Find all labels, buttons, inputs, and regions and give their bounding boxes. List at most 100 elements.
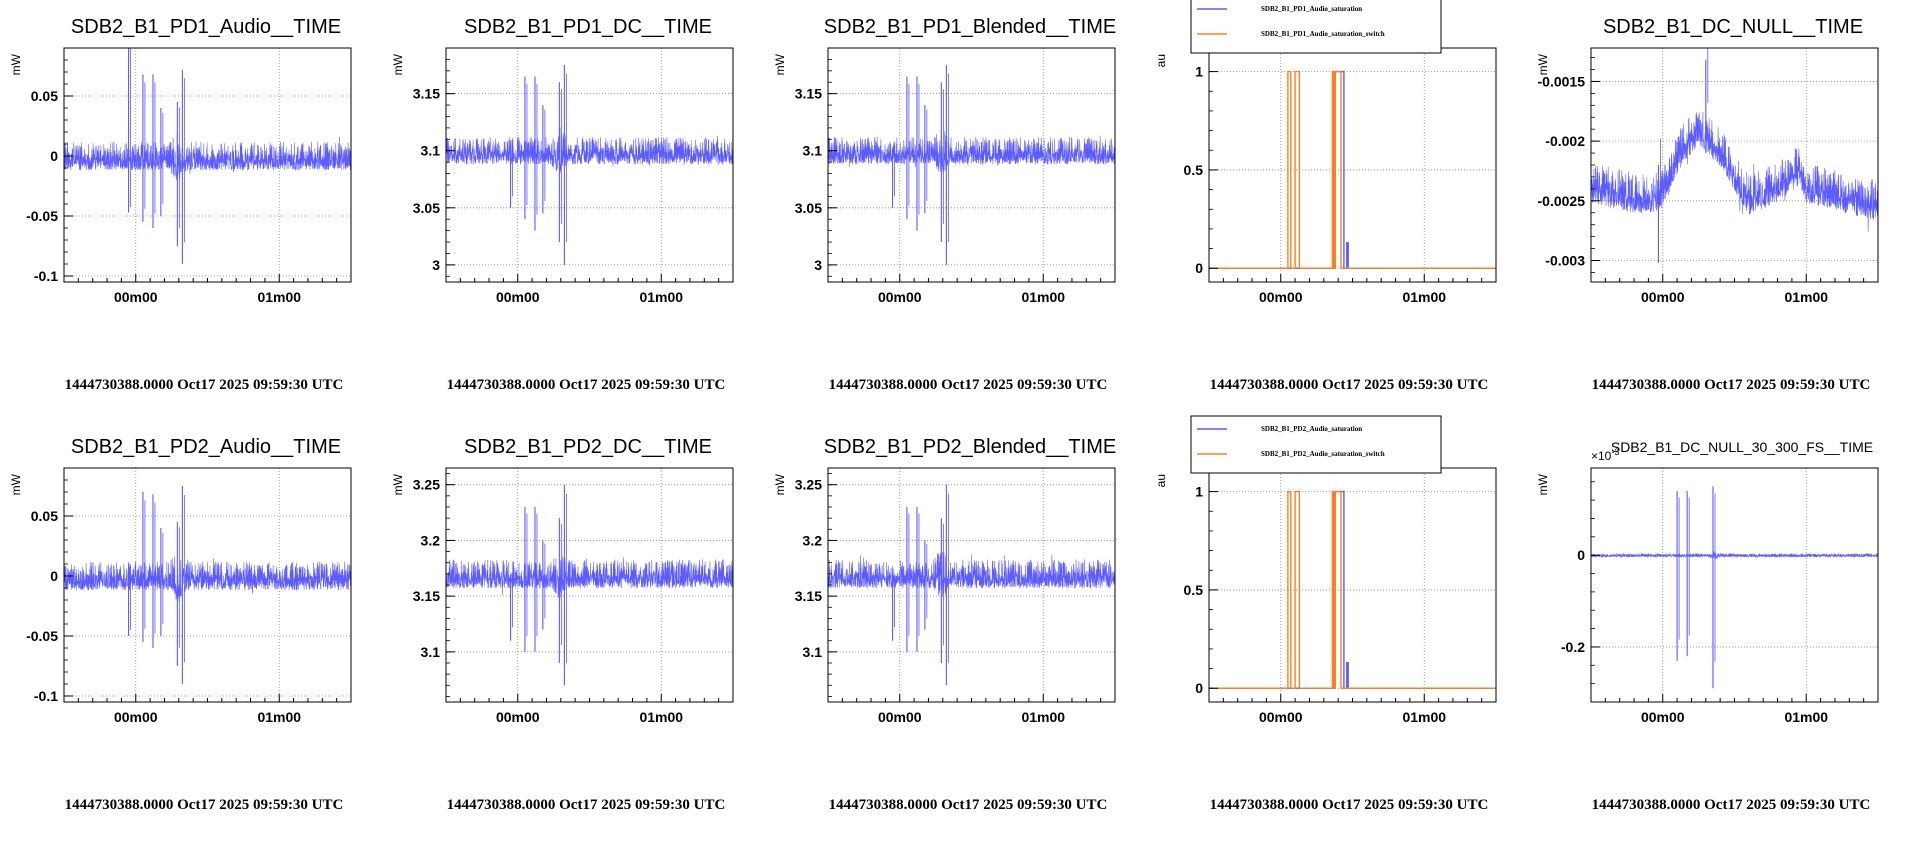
timestamp-footer: 1444730388.0000 Oct17 2025 09:59:30 UTC [829, 377, 1108, 393]
plot-frame [1208, 47, 1497, 283]
plot-frame [445, 47, 734, 283]
x-tick-label: 01m00 [1784, 289, 1828, 305]
chart-panel-p4: au 1 0.5 0 00m00 01m00 SDB2_B1_PD1_Audio_satur… [1145, 0, 1526, 420]
x-tick-label: 00m00 [496, 709, 540, 725]
y-tick-label: 3 [814, 257, 822, 273]
legend-box [1190, 415, 1442, 474]
series-group [1591, 48, 1878, 263]
x-tick-label: 00m00 [878, 709, 922, 725]
chart-panel-p8: SDB2_B1_PD2_Blended__TIME mW 3.25 3.2 3.15 3.… [764, 420, 1145, 840]
x-tick-label: 00m00 [114, 709, 158, 725]
y-tick-label: -0.05 [26, 208, 58, 224]
timestamp-footer: 1444730388.0000 Oct17 2025 09:59:30 UTC [1210, 377, 1489, 393]
plot-frame [1208, 467, 1497, 703]
y-tick-label: -0.002 [1545, 133, 1585, 149]
series-line-2 [1209, 70, 1496, 269]
x-tick-label: 01m00 [1021, 289, 1065, 305]
y-tick-label: 0.5 [1184, 582, 1204, 598]
chart-panel-p3: SDB2_B1_PD1_Blended__TIME mW 3.15 3.1 3.05 3 0… [764, 0, 1145, 420]
y-axis-label: au [1154, 474, 1168, 487]
series-group [1209, 70, 1496, 269]
y-axis-label: mW [9, 53, 23, 75]
chart-panel-p2: SDB2_B1_PD1_DC__TIME mW 3.15 3.1 3.05 3 00m00 0… [382, 0, 763, 420]
chart-panel-p10: SDB2_B1_DC_NULL_30_300_FS__TIME ×10-3 mW 0 -… [1527, 420, 1908, 840]
chart-svg-p6: SDB2_B1_PD2_Audio__TIME mW 0.05 0 -0.05 -0.1 0… [9, 436, 352, 813]
y-tick-label: 0 [1195, 680, 1203, 696]
chart-svg-p2: SDB2_B1_PD1_DC__TIME mW 3.15 3.1 3.05 3 00m00 0… [391, 16, 734, 393]
chart-panel-p7: SDB2_B1_PD2_DC__TIME mW 3.25 3.2 3.15 3.1 00m0… [382, 420, 763, 840]
y-tick-label: 0.5 [1184, 162, 1204, 178]
series-group [446, 65, 733, 265]
x-tick-label: 00m00 [1641, 289, 1685, 305]
series-line-1 [828, 551, 1115, 597]
legend-label: SDB2_B1_PD2_Audio_saturation [1261, 425, 1362, 433]
x-tick-label: 00m00 [878, 289, 922, 305]
chart-title: SDB2_B1_PD2_DC__TIME [464, 436, 712, 458]
series-group [828, 65, 1115, 265]
chart-panel-p5: SDB2_B1_DC_NULL__TIME mW -0.0015 -0.002 -0.0… [1527, 0, 1908, 420]
chart-panel-p9: au 1 0.5 0 00m00 01m00 SDB2_B1_PD2_Audio_satur… [1145, 415, 1526, 840]
y-tick-label: 0.05 [31, 88, 58, 104]
series-group [64, 486, 351, 684]
y-axis-label: mW [391, 53, 405, 75]
x-tick-label: 01m00 [1402, 709, 1446, 725]
timestamp-footer: 1444730388.0000 Oct17 2025 09:59:30 UTC [1592, 377, 1871, 393]
chart-title: SDB2_B1_PD2_Audio__TIME [71, 436, 341, 458]
timestamp-footer: 1444730388.0000 Oct17 2025 09:59:30 UTC [447, 797, 726, 813]
plot-frame [1590, 47, 1879, 283]
y-tick-label: 0 [1195, 260, 1203, 276]
series-line-1 [446, 556, 733, 599]
y-tick-label: -0.003 [1545, 253, 1585, 269]
x-tick-label: 00m00 [1259, 709, 1303, 725]
y-tick-label: -0.2 [1561, 639, 1585, 655]
series-group [1209, 490, 1496, 689]
y-tick-label: 3.2 [421, 532, 441, 548]
y-axis-label: mW [773, 53, 787, 75]
x-tick-label: 01m00 [257, 709, 301, 725]
y-axis-label: mW [391, 473, 405, 495]
chart-svg-p4: au 1 0.5 0 00m00 01m00 SDB2_B1_PD1_Audio_satur… [1154, 0, 1497, 393]
x-tick-label: 00m00 [496, 289, 540, 305]
chart-title: SDB2_B1_PD1_Audio__TIME [71, 16, 341, 38]
y-tick-label: -0.0025 [1538, 193, 1586, 209]
y-tick-label: 3.1 [421, 143, 441, 159]
plot-frame [827, 47, 1116, 283]
chart-title: SDB2_B1_DC_NULL__TIME [1603, 16, 1863, 38]
legend-label: SDB2_B1_PD2_Audio_saturation_switch [1261, 450, 1385, 458]
y-tick-label: 3.15 [413, 588, 440, 604]
legend-label: SDB2_B1_PD1_Audio_saturation [1261, 5, 1362, 13]
chart-panel-p1: SDB2_B1_PD1_Audio__TIME mW 0.05 0 -0.05 -0.1 0… [0, 0, 381, 420]
series-line-1 [828, 128, 1115, 173]
y-tick-label: -0.1 [34, 268, 58, 284]
chart-title: SDB2_B1_PD1_DC__TIME [464, 16, 712, 38]
y-tick-label: 3.1 [803, 143, 823, 159]
y-tick-label: 3.2 [803, 532, 823, 548]
series-group [64, 48, 351, 264]
y-tick-label: 3.1 [421, 644, 441, 660]
chart-title: SDB2_B1_PD2_Blended__TIME [824, 436, 1116, 458]
y-tick-label: 3.25 [413, 477, 440, 493]
x-tick-label: 01m00 [1784, 709, 1828, 725]
y-tick-label: 3.25 [795, 477, 822, 493]
x-tick-label: 01m00 [639, 289, 683, 305]
x-tick-label: 00m00 [1641, 709, 1685, 725]
series-line-1 [64, 556, 351, 602]
y-tick-label: 3.15 [795, 588, 822, 604]
legend-box [1190, 0, 1442, 54]
y-tick-label: 0 [50, 148, 58, 164]
y-tick-label: -0.1 [34, 688, 58, 704]
y-axis-label: mW [1536, 473, 1550, 495]
chart-svg-p1: SDB2_B1_PD1_Audio__TIME mW 0.05 0 -0.05 -0.1 0… [9, 16, 352, 393]
y-tick-label: 1 [1195, 484, 1203, 500]
series-group [446, 484, 733, 686]
timestamp-footer: 1444730388.0000 Oct17 2025 09:59:30 UTC [829, 797, 1108, 813]
timestamp-footer: 1444730388.0000 Oct17 2025 09:59:30 UTC [1592, 797, 1871, 813]
chart-svg-p3: SDB2_B1_PD1_Blended__TIME mW 3.15 3.1 3.05 3 0… [773, 16, 1116, 393]
y-tick-label: -0.0015 [1538, 73, 1586, 89]
series-line-1 [446, 127, 733, 173]
y-tick-label: 1 [1195, 64, 1203, 80]
chart-svg-p9: au 1 0.5 0 00m00 01m00 SDB2_B1_PD2_Audio_satur… [1154, 415, 1497, 813]
y-tick-label: 3 [432, 257, 440, 273]
y-tick-label: 3.05 [795, 200, 822, 216]
